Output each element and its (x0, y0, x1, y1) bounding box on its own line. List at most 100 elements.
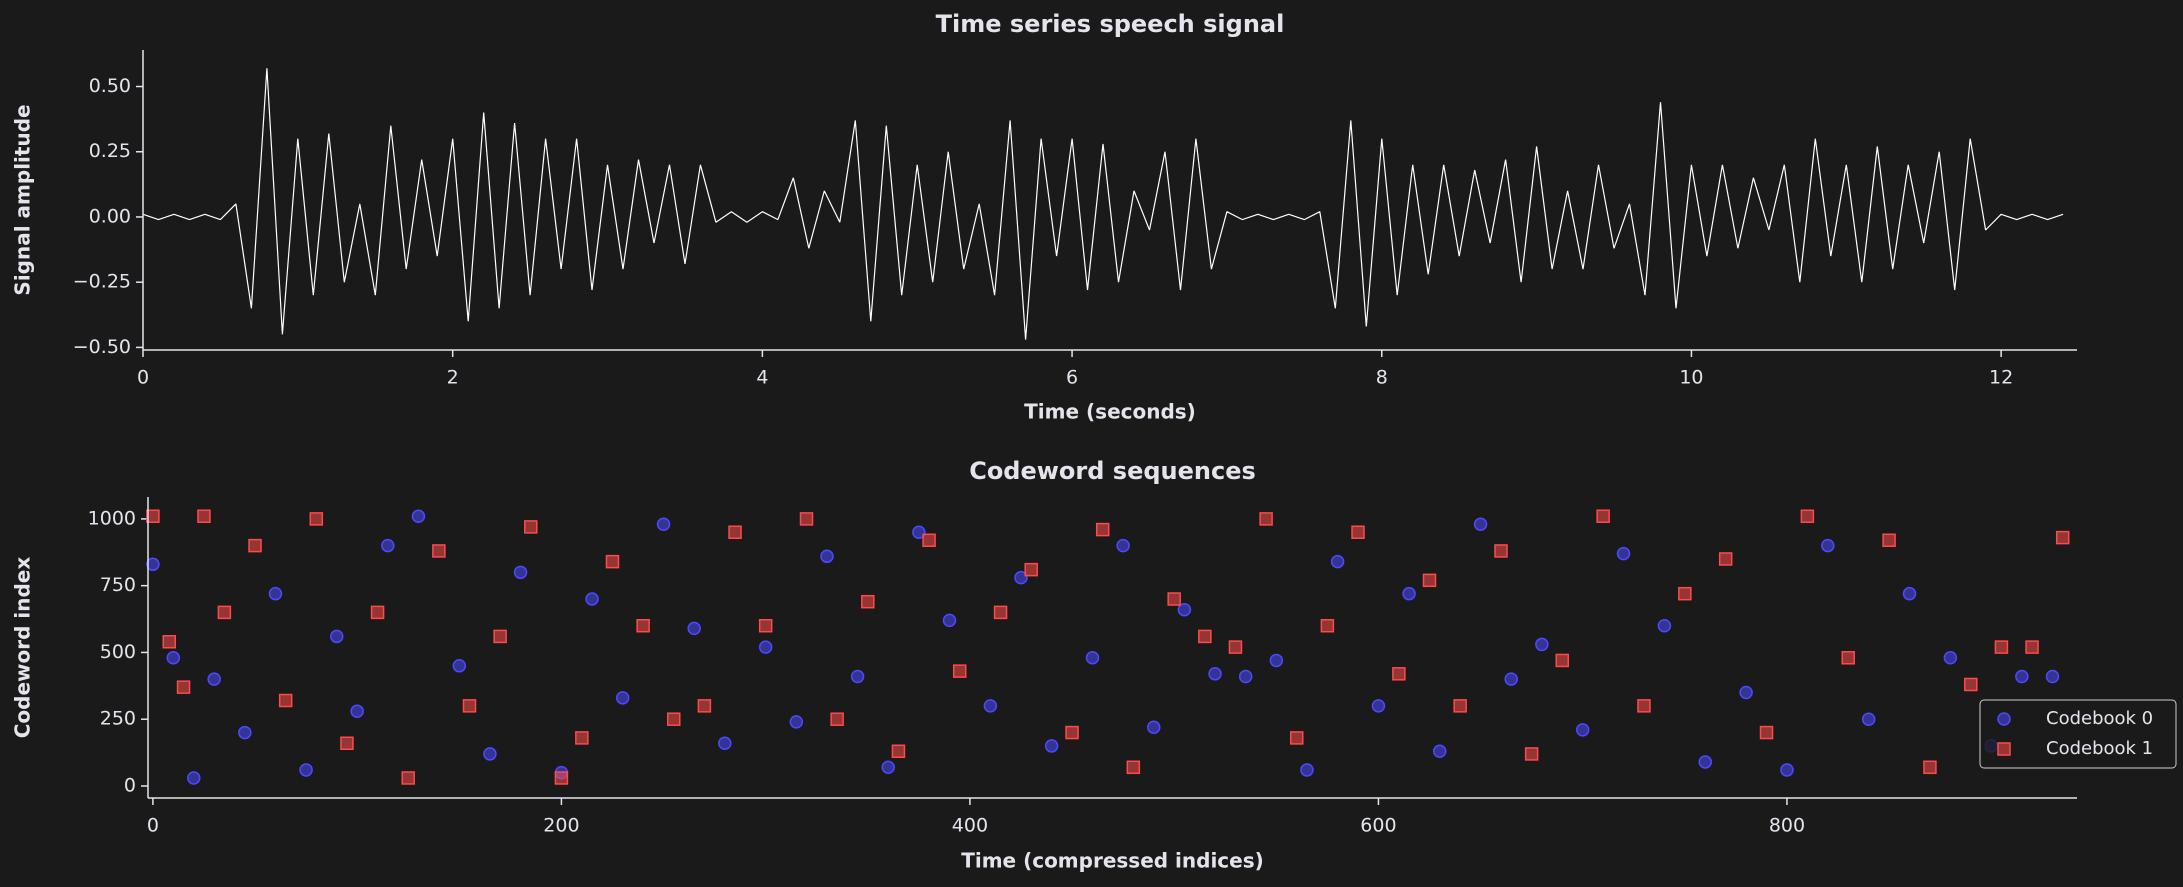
point (993, 605, 1008, 620)
point (1943, 651, 1958, 665)
point (2045, 669, 2060, 684)
point (329, 629, 344, 644)
point (952, 664, 967, 678)
point (1841, 651, 1855, 665)
point (1739, 685, 1753, 700)
point (942, 613, 957, 628)
point (268, 586, 283, 601)
legend-marker (1997, 712, 2011, 726)
point (217, 605, 232, 620)
point (656, 517, 671, 531)
point (1923, 760, 1937, 775)
point (554, 771, 569, 785)
point (1330, 554, 1345, 569)
point (248, 538, 262, 553)
point (1616, 546, 1631, 561)
point (830, 712, 844, 726)
point (299, 763, 313, 777)
point (667, 712, 681, 726)
point (238, 725, 252, 740)
x-tick-label: 800 (1769, 815, 1805, 837)
y-tick-label: 750 (100, 574, 136, 596)
point (820, 549, 834, 564)
legend-label: Codebook 1 (2046, 738, 2153, 759)
y-tick-label: 500 (100, 641, 136, 663)
point (1596, 509, 1610, 523)
point (370, 605, 385, 620)
y-tick-label: 250 (100, 708, 136, 730)
x-tick-label: 6 (1066, 367, 1078, 389)
point (1432, 744, 1447, 759)
point (1198, 629, 1212, 644)
y-tick-label: 0.25 (89, 140, 131, 162)
chart-title: Time series speech signal (936, 10, 1285, 38)
point (718, 736, 732, 750)
point (187, 771, 201, 785)
point (789, 715, 804, 729)
point (340, 736, 354, 750)
point (1524, 747, 1539, 761)
point (758, 618, 773, 633)
point (850, 669, 865, 684)
point (1208, 667, 1222, 681)
point (1269, 653, 1284, 668)
point (166, 651, 181, 665)
point (493, 629, 507, 644)
point (1535, 637, 1549, 652)
x-axis-label: Time (seconds) (1024, 400, 1196, 424)
point (1964, 677, 1978, 692)
point (162, 635, 176, 649)
point (1014, 570, 1028, 585)
point (575, 731, 589, 745)
point (452, 659, 467, 673)
point (2055, 530, 2070, 545)
point (697, 699, 712, 713)
point (1422, 573, 1437, 588)
point (1065, 725, 1079, 740)
y-axis-label: Codeword index (11, 557, 35, 739)
point (381, 538, 395, 553)
point (513, 565, 528, 580)
point (1718, 552, 1733, 566)
point (1473, 517, 1488, 531)
point (1861, 712, 1876, 726)
point (983, 699, 998, 713)
point (1044, 739, 1059, 753)
point (146, 557, 160, 572)
x-axis-label: Time (compressed indices) (961, 849, 1264, 873)
point (1800, 509, 1815, 523)
chart-title: Codeword sequences (969, 457, 1256, 485)
point (922, 533, 936, 548)
point (1821, 538, 1835, 553)
point (1994, 640, 2009, 654)
point (1494, 544, 1508, 558)
point (483, 747, 497, 761)
point (2025, 640, 2039, 654)
point (1116, 538, 1130, 553)
x-tick-label: 0 (137, 367, 149, 389)
legend-marker (1997, 742, 2011, 756)
y-tick-label: 0 (124, 774, 136, 796)
point (278, 693, 293, 708)
point (524, 520, 538, 534)
point (799, 512, 814, 526)
point (411, 509, 426, 523)
point (1238, 669, 1253, 684)
point (1300, 763, 1314, 777)
point (1177, 602, 1192, 617)
point (1657, 618, 1672, 633)
point (1085, 651, 1100, 665)
point (1402, 586, 1416, 601)
x-tick-label: 12 (1989, 367, 2013, 389)
point (1259, 512, 1273, 526)
point (1453, 699, 1467, 713)
point (350, 704, 364, 718)
y-tick-label: 0.50 (89, 75, 131, 97)
point (1678, 586, 1692, 601)
point (1024, 562, 1038, 577)
point (1351, 525, 1365, 540)
point (462, 699, 477, 713)
point (1147, 720, 1161, 734)
point (1698, 755, 1713, 769)
